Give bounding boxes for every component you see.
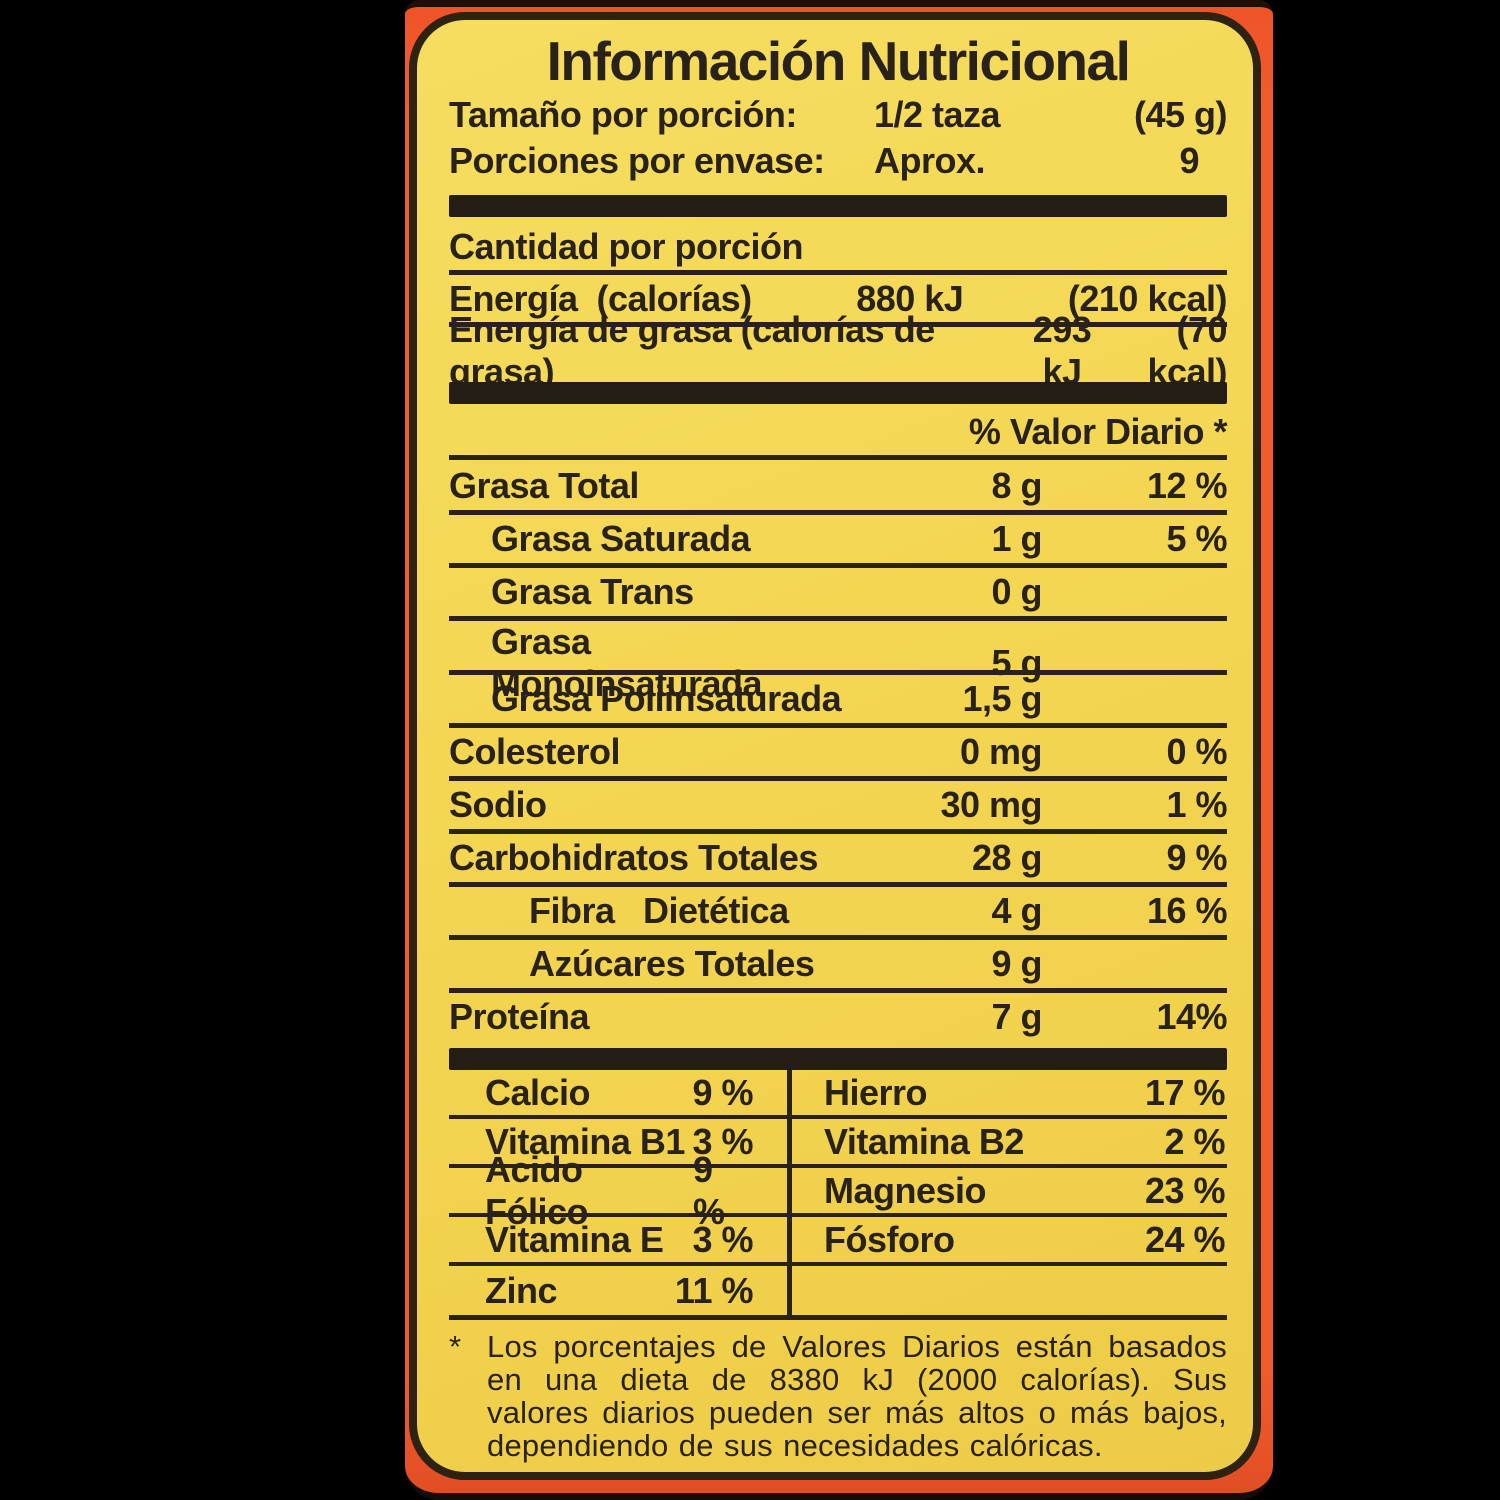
micronutrient-daily-value: 9 % — [692, 1071, 753, 1113]
micronutrient-name: Vitamina E — [485, 1218, 664, 1260]
servings-per-container-value: Aprox. — [874, 140, 986, 182]
energy-from-fat-kj-value: 293 kJ — [1032, 309, 1092, 393]
energy-from-fat-kcal-value: (70 kcal) — [1147, 309, 1227, 393]
servings-per-container-row: Porciones por envase: Aprox. 9 — [449, 138, 1227, 184]
energy-from-fat-row: Energía de grasa (calorías de grasa) 293… — [449, 309, 1227, 392]
nutrient-row-total-sugars: Azúcares Totales 9 g — [449, 935, 1227, 988]
nutrient-name: Proteína — [449, 996, 590, 1037]
micronutrient-cell-zinc: Zinc 11 % — [449, 1266, 787, 1315]
servings-per-container-label: Porciones por envase: — [449, 140, 825, 182]
divider — [449, 322, 1227, 328]
micronutrient-name: Hierro — [824, 1071, 928, 1113]
energy-kj-value: 880 kJ — [856, 277, 964, 319]
serving-size-label: Tamaño por porción: — [449, 94, 797, 136]
micronutrient-daily-value: 11 % — [674, 1269, 754, 1311]
micronutrient-cell-vitamin-b1: Vitamina B1 3 % — [449, 1119, 787, 1168]
nutrient-name: Fibra Dietética — [529, 890, 789, 932]
nutrient-amount: 1 g — [991, 518, 1042, 560]
panel-title: Información Nutricional — [546, 30, 1131, 92]
energy-from-fat-label: Energía de grasa (calorías de grasa) — [449, 309, 945, 393]
amount-per-serving-heading: Cantidad por porción — [449, 226, 804, 268]
micronutrient-daily-value: 23 % — [1144, 1169, 1226, 1211]
product-package-background: Información Nutricional Tamaño por porci… — [405, 0, 1273, 1500]
nutrient-daily-value: 12 % — [1146, 465, 1228, 507]
nutrient-row-total-fat: Grasa Total 8 g 12 % — [449, 462, 1228, 510]
divider — [449, 270, 1227, 276]
daily-value-header: % Valor Diario * — [968, 411, 1228, 453]
micronutrient-name: Vitamina B1 — [485, 1120, 685, 1162]
micronutrient-name: Magnesio — [824, 1169, 987, 1211]
micronutrient-cell-vitamin-e: Vitamina E 3 % — [449, 1217, 787, 1266]
micronutrient-daily-value: 17 % — [1144, 1071, 1226, 1113]
micronutrient-cell-phosphorus: Fósforo 24 % — [787, 1217, 1227, 1266]
nutrient-daily-value: 0 % — [1166, 731, 1227, 773]
separator-bar — [449, 382, 1227, 405]
micronutrient-cell-calcium: Calcio 9 % — [449, 1070, 787, 1119]
micronutrient-name: Vitamina B2 — [824, 1120, 1024, 1162]
micronutrient-cell-folic-acid: Acido Fólico 9 % — [449, 1149, 787, 1232]
nutrient-daily-value: 9 % — [1166, 837, 1227, 879]
micronutrient-cell-iron: Hierro 17 % — [787, 1070, 1227, 1119]
micronutrient-daily-value: 3 % — [692, 1120, 753, 1162]
footnote-asterisk: * — [449, 1329, 462, 1364]
nutrient-name: Azúcares Totales — [529, 943, 815, 985]
energy-kcal-value: (210 kcal) — [1067, 277, 1228, 319]
nutrient-name: Grasa Saturada — [491, 518, 751, 560]
nutrient-row-cholesterol: Colesterol 0 mg 0 % — [449, 723, 1228, 776]
separator-bar — [449, 195, 1227, 218]
nutrient-amount: 7 g — [991, 996, 1042, 1037]
nutrient-row-saturated-fat: Grasa Saturada 1 g 5 % — [449, 510, 1228, 563]
nutrient-name: Carbohidratos Totales — [449, 837, 818, 879]
serving-size-row: Tamaño por porción: 1/2 taza (45 g) — [449, 92, 1228, 138]
nutrient-amount: 28 g — [971, 837, 1043, 879]
nutrient-amount: 4 g — [991, 890, 1042, 932]
nutrient-amount: 1,5 g — [962, 678, 1042, 720]
nutrient-row-sodium: Sodio 30 mg 1 % — [449, 776, 1228, 829]
micronutrient-cell-vitamin-b2: Vitamina B2 2 % — [787, 1119, 1227, 1168]
nutrient-name: Grasa Poliinsaturada — [491, 678, 842, 720]
nutrient-name: Colesterol — [449, 731, 621, 773]
nutrient-name: Sodio — [449, 784, 547, 826]
nutrient-row-polyunsaturated-fat: Grasa Poliinsaturada 1,5 g — [449, 670, 1227, 723]
micronutrient-name: Calcio — [485, 1071, 591, 1113]
nutrient-amount: 8 g — [991, 465, 1042, 507]
daily-value-footnote: * Los porcentajes de Valores Diarios est… — [449, 1330, 1227, 1462]
footnote-text: Los porcentajes de Valores Diarios están… — [487, 1329, 1227, 1463]
nutrient-daily-value: 5 % — [1166, 518, 1227, 560]
micronutrient-daily-value: 3 % — [692, 1218, 753, 1260]
micronutrient-daily-value: 9 % — [693, 1148, 725, 1232]
nutrient-row-monounsaturated-fat: Grasa Monoinsaturada 5 g — [449, 616, 1227, 704]
nutrient-name: Grasa Trans — [491, 571, 694, 613]
nutrient-amount: 9 g — [991, 943, 1042, 985]
serving-size-value: 1/2 taza — [874, 94, 1001, 136]
micronutrients-table: Calcio 9 % Hierro 17 % Vitamina B1 3 % V… — [449, 1070, 1227, 1320]
micronutrient-name: Fósforo — [824, 1218, 955, 1260]
micronutrient-name: Zinc — [485, 1269, 558, 1311]
micronutrient-daily-value: 24 % — [1144, 1218, 1226, 1260]
servings-per-container-count: 9 — [1179, 140, 1199, 182]
micronutrient-name: Acido Fólico — [485, 1148, 589, 1232]
nutrient-amount: 0 g — [991, 571, 1042, 613]
separator-bar — [449, 1048, 1227, 1070]
nutrient-row-dietary-fiber: Fibra Dietética 4 g 16 % — [449, 882, 1228, 935]
nutrient-name: Grasa Total — [449, 465, 639, 507]
micronutrient-daily-value: 2 % — [1164, 1120, 1225, 1162]
nutrient-daily-value: 1 % — [1166, 784, 1227, 826]
nutrition-facts-panel: Información Nutricional Tamaño por porci… — [409, 12, 1261, 1480]
nutrient-amount: 0 mg — [959, 731, 1043, 773]
nutrient-amount: 5 g — [991, 642, 1042, 684]
nutrient-amount: 30 mg — [940, 784, 1042, 826]
micronutrient-cell-magnesium: Magnesio 23 % — [787, 1168, 1227, 1217]
serving-size-weight: (45 g) — [1133, 94, 1228, 136]
micronutrient-cell-empty — [787, 1266, 1227, 1315]
nutrient-daily-value: 14% — [1156, 996, 1227, 1037]
nutrient-row-total-carbohydrate: Carbohidratos Totales 28 g 9 % — [449, 829, 1228, 882]
divider — [449, 455, 1227, 461]
nutrient-name: Grasa Monoinsaturada — [491, 621, 763, 705]
nutrient-row-trans-fat: Grasa Trans 0 g — [449, 563, 1227, 616]
nutrient-daily-value: 16 % — [1146, 890, 1228, 932]
energy-row: Energía (calorías) 880 kJ (210 kcal) — [449, 277, 1228, 320]
energy-label: Energía (calorías) — [449, 277, 752, 319]
nutrient-row-protein: Proteína 7 g 14% — [449, 988, 1228, 1041]
